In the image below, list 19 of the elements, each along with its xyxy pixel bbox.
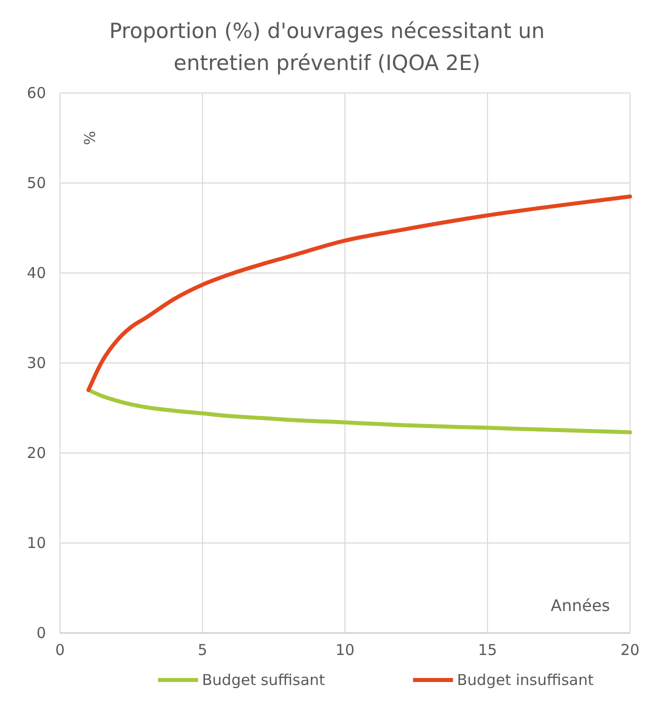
y-tick-label: 20 <box>26 444 46 462</box>
y-tick-label: 30 <box>26 354 46 372</box>
legend-label: Budget suffisant <box>202 671 326 689</box>
x-tick-label: 5 <box>198 641 208 659</box>
legend-label: Budget insuffisant <box>457 671 594 689</box>
x-axis-title: Années <box>550 596 610 615</box>
y-tick-label: 60 <box>26 84 46 102</box>
y-tick-label: 40 <box>26 264 46 282</box>
line-series <box>86 194 632 392</box>
chart-title: Proportion (%) d'ouvrages nécessitant un entretien préventif (IQOA 2E) <box>109 19 545 75</box>
line-series <box>86 388 632 434</box>
y-tick-label: 10 <box>26 534 46 552</box>
x-tick-label: 15 <box>478 641 498 659</box>
y-tick-label: 0 <box>36 624 46 642</box>
x-tick-label: 20 <box>620 641 640 659</box>
x-tick-label: 0 <box>55 641 65 659</box>
y-tick-label: 50 <box>26 174 46 192</box>
y-axis-title: % <box>81 130 99 146</box>
x-tick-label: 10 <box>335 641 355 659</box>
